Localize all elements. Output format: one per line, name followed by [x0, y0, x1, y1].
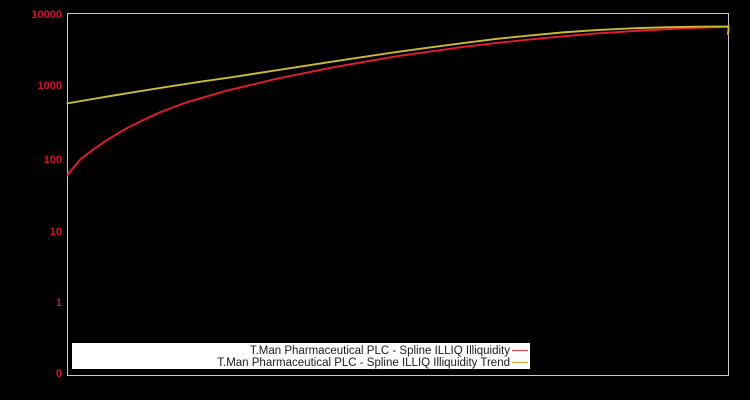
- y-tick-label: 0: [56, 368, 62, 380]
- legend-label-illiquidity: T.Man Pharmaceutical PLC - Spline ILLIQ …: [250, 345, 510, 357]
- y-tick-label: 10: [50, 226, 62, 238]
- plot-axes: [67, 13, 729, 376]
- series-line-illiquidity-trend: [66, 24, 730, 105]
- legend-background: [72, 343, 530, 369]
- chart-legend[interactable]: T.Man Pharmaceutical PLC - Spline ILLIQ …: [72, 343, 530, 369]
- y-tick-label: 1: [56, 297, 62, 309]
- y-tick-label: 1000: [38, 80, 62, 92]
- y-tick-label: 100: [44, 154, 62, 166]
- legend-label-illiquidity-trend: T.Man Pharmaceutical PLC - Spline ILLIQ …: [217, 357, 510, 369]
- y-tick-label: 10000: [31, 9, 62, 21]
- data-series-group: [66, 24, 730, 176]
